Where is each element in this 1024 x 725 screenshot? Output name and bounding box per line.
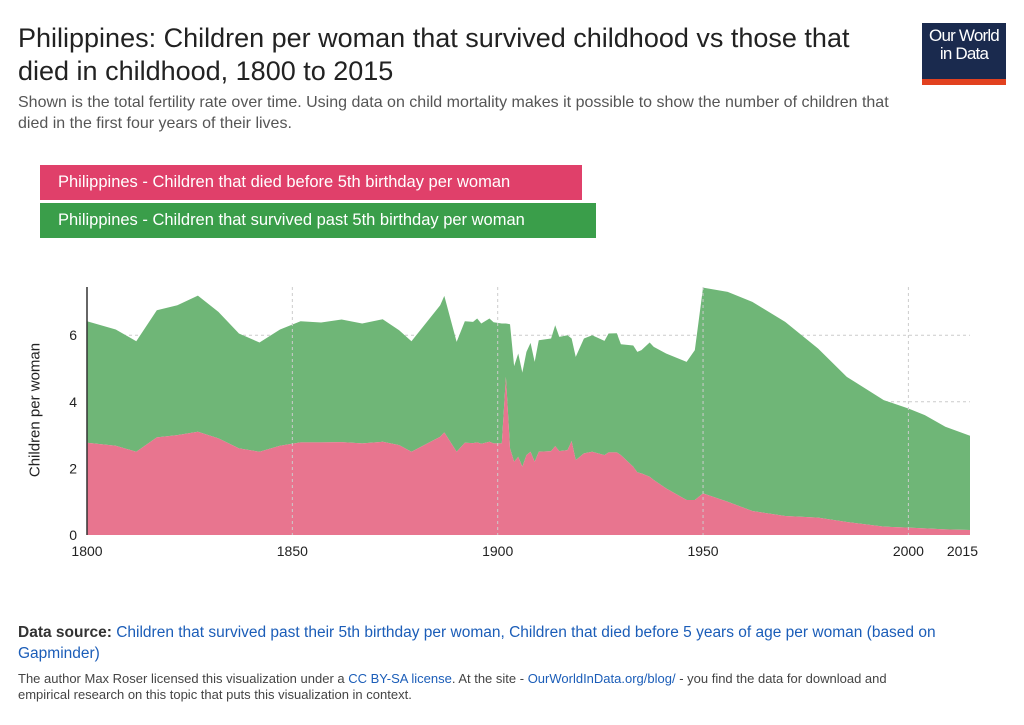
legend-died[interactable]: Philippines - Children that died before … <box>40 165 582 200</box>
logo-line1: Our World <box>929 26 1000 45</box>
y-axis-label: Children per woman <box>26 342 44 478</box>
area-survived <box>87 287 970 531</box>
chart-subtitle: Shown is the total fertility rate over t… <box>18 94 889 132</box>
license-text: The author Max Roser licensed this visua… <box>18 671 1008 703</box>
x-tick-label: 1850 <box>277 543 308 559</box>
y-tick-label: 2 <box>69 460 77 476</box>
license-link[interactable]: CC BY-SA license <box>348 671 452 686</box>
x-tick-label: 2015 <box>947 543 978 559</box>
logo-line2: in Data <box>939 44 989 63</box>
y-tick-label: 6 <box>69 327 77 343</box>
chart-title: Philippines: Children per woman that sur… <box>18 23 850 86</box>
legend-survived[interactable]: Philippines - Children that survived pas… <box>40 203 596 238</box>
y-tick-label: 4 <box>69 394 77 410</box>
license-pre: The author Max Roser licensed this visua… <box>18 671 349 686</box>
source-label: Data source: <box>18 624 112 641</box>
x-tick-label: 1900 <box>482 543 513 559</box>
license-post: - you find the data for download and <box>675 671 887 686</box>
y-tick-label: 0 <box>69 527 77 543</box>
area-died <box>87 376 970 535</box>
data-source: Data source: Children that survived past… <box>18 622 1008 664</box>
owid-logo[interactable]: Our World in Data <box>922 23 1006 85</box>
x-tick-label: 1800 <box>71 543 102 559</box>
logo-bar <box>922 79 1006 85</box>
x-tick-label: 2000 <box>893 543 924 559</box>
source-link[interactable]: Children that survived past their 5th bi… <box>18 624 936 662</box>
site-link[interactable]: OurWorldInData.org/blog/ <box>527 671 676 686</box>
chart-plot: 0 2 4 6 1800 1850 1900 1950 2000 2015 <box>69 287 978 559</box>
x-tick-label: 1950 <box>687 543 718 559</box>
license-mid: . At the site - <box>451 671 528 686</box>
license-line2: empirical research on this topic that pu… <box>18 687 412 702</box>
